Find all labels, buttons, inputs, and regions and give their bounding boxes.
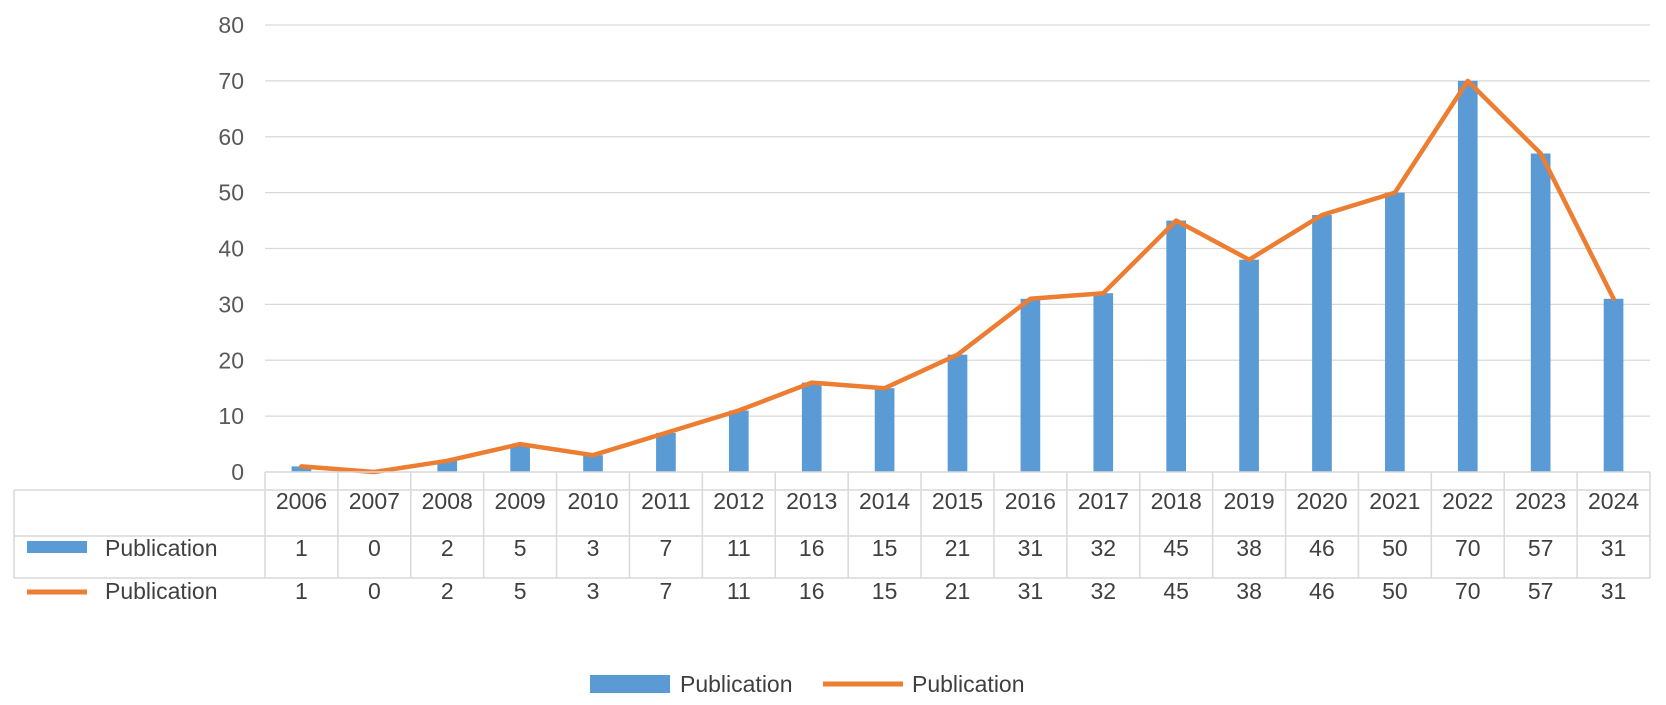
legend-label: Publication [680, 671, 793, 697]
x-tick-label: 2022 [1442, 488, 1493, 514]
x-tick-label: 2013 [786, 488, 837, 514]
y-tick-label: 10 [218, 403, 244, 429]
bar [291, 466, 312, 472]
y-tick-label: 80 [218, 12, 244, 38]
table-cell: 11 [727, 535, 751, 561]
x-tick-label: 2008 [422, 488, 473, 514]
table-cell: 2 [441, 535, 454, 561]
table-cell: 31 [1018, 578, 1044, 604]
table-cell: 21 [945, 578, 971, 604]
bar [510, 444, 530, 472]
table-cell: 50 [1382, 535, 1408, 561]
table-row-label: Publication [105, 578, 218, 604]
bar [874, 388, 895, 472]
table-cell: 5 [514, 578, 527, 604]
table-cell: 70 [1455, 535, 1481, 561]
legend-key-bar [590, 675, 670, 693]
x-tick-label: 2006 [276, 488, 327, 514]
x-tick-label: 2018 [1151, 488, 1202, 514]
table-cell: 16 [799, 578, 825, 604]
table-cell: 0 [368, 535, 381, 561]
x-tick-label: 2019 [1223, 488, 1274, 514]
table-cell: 3 [587, 578, 600, 604]
table-row-label: Publication [105, 535, 218, 561]
y-tick-label: 20 [218, 347, 244, 373]
x-tick-label: 2021 [1369, 488, 1420, 514]
table-cell: 46 [1309, 535, 1335, 561]
table-cell: 1 [295, 535, 308, 561]
table-cell: 2 [441, 578, 454, 604]
table-cell: 21 [945, 535, 971, 561]
x-tick-label: 2024 [1588, 488, 1639, 514]
x-tick-label: 2017 [1078, 488, 1129, 514]
x-tick-label: 2011 [641, 488, 690, 514]
bar [656, 432, 676, 472]
bar [583, 455, 603, 472]
table-cell: 16 [799, 535, 825, 561]
bar [1093, 293, 1114, 472]
bar [1530, 153, 1551, 472]
x-tick-label: 2007 [349, 488, 400, 514]
table-cell: 70 [1455, 578, 1481, 604]
table-cell: 5 [514, 535, 527, 561]
table-cell: 45 [1163, 578, 1189, 604]
table-cell: 7 [660, 578, 673, 604]
table-cell: 32 [1090, 535, 1116, 561]
y-tick-label: 70 [218, 68, 244, 94]
bar [1385, 192, 1405, 472]
table-cell: 57 [1528, 578, 1554, 604]
x-tick-label: 2012 [713, 488, 764, 514]
table-cell: 15 [872, 578, 898, 604]
table-key-bar [27, 541, 87, 553]
bar [801, 382, 822, 472]
x-tick-label: 2009 [495, 488, 546, 514]
bar [1457, 80, 1478, 472]
table-cell: 1 [295, 578, 308, 604]
bar [1239, 259, 1259, 472]
y-tick-label: 30 [218, 291, 244, 317]
x-tick-label: 2015 [932, 488, 983, 514]
x-tick-label: 2010 [567, 488, 618, 514]
table-cell: 46 [1309, 578, 1335, 604]
x-tick-label: 2016 [1005, 488, 1056, 514]
table-cell: 7 [660, 535, 673, 561]
table-cell: 0 [368, 578, 381, 604]
bar [1166, 220, 1187, 472]
legend-label: Publication [912, 671, 1025, 697]
legend: Publication Publication [590, 671, 1025, 697]
bar [1603, 298, 1624, 472]
table-cell: 11 [727, 578, 751, 604]
bar [1020, 298, 1041, 472]
table-cell: 31 [1018, 535, 1044, 561]
x-tick-label: 2020 [1296, 488, 1347, 514]
table-cell: 45 [1163, 535, 1189, 561]
bar [1312, 214, 1332, 472]
table-cell: 15 [872, 535, 898, 561]
table-cell: 31 [1601, 578, 1627, 604]
gridlines [265, 24, 1650, 417]
bar [437, 460, 458, 472]
table-cell: 57 [1528, 535, 1554, 561]
y-tick-label: 60 [218, 124, 244, 150]
table-cell: 32 [1090, 578, 1116, 604]
table-cell: 3 [587, 535, 600, 561]
bar-series [291, 80, 1624, 472]
table-cell: 38 [1236, 578, 1262, 604]
table-cell: 50 [1382, 578, 1408, 604]
bar [947, 354, 968, 472]
y-tick-label: 40 [218, 236, 244, 262]
y-tick-label: 0 [231, 459, 244, 485]
table-cell: 38 [1236, 535, 1262, 561]
x-tick-label: 2014 [859, 488, 910, 514]
data-table: 2006 2007 2008 2009 2010 2011 2012 2013 2014 2015… [13, 471, 1651, 604]
bar [728, 410, 749, 472]
table-cell: 31 [1601, 535, 1627, 561]
line-series-path [299, 78, 1616, 475]
x-tick-label: 2023 [1515, 488, 1566, 514]
y-tick-label: 50 [218, 180, 244, 206]
y-axis: 0 10 20 30 40 50 60 70 80 [218, 12, 244, 485]
